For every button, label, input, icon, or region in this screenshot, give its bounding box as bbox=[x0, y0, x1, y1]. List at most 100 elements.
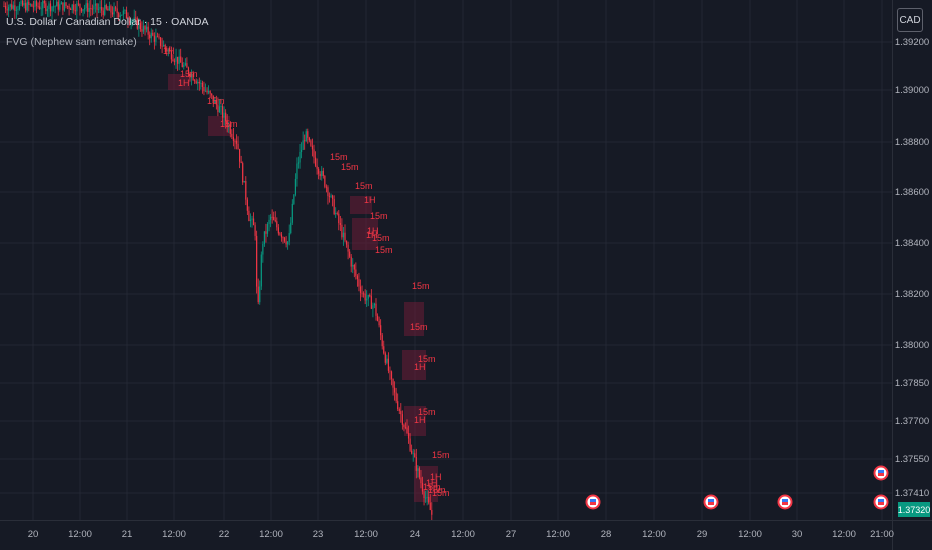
candle-body bbox=[56, 1, 58, 7]
candle-body bbox=[42, 0, 44, 9]
candle-body bbox=[166, 48, 168, 52]
time-tick-label: 24 bbox=[410, 529, 421, 540]
candle-body bbox=[169, 50, 171, 51]
candle-body bbox=[418, 468, 420, 478]
candle-body bbox=[239, 148, 241, 162]
candle-body bbox=[251, 218, 253, 220]
candle-body bbox=[297, 162, 300, 164]
candle-body bbox=[352, 265, 354, 267]
candle-body bbox=[355, 269, 357, 276]
candle-body bbox=[386, 358, 388, 363]
candle-body bbox=[397, 401, 399, 409]
candle-body bbox=[84, 7, 86, 10]
price-tick-label: 1.38200 bbox=[895, 289, 929, 300]
candle-body bbox=[115, 7, 117, 9]
candle-body bbox=[12, 5, 14, 9]
candle-body bbox=[345, 240, 348, 245]
candle-body bbox=[220, 106, 222, 107]
candle-body bbox=[363, 293, 365, 295]
candle-body bbox=[350, 256, 352, 267]
fvg-label: 15m bbox=[375, 245, 393, 255]
candle-body bbox=[266, 223, 269, 234]
flag-event-icon bbox=[703, 494, 719, 510]
candle-body bbox=[313, 149, 315, 158]
candle-body bbox=[333, 199, 335, 215]
candle-body bbox=[158, 36, 160, 38]
candle-body bbox=[291, 203, 293, 223]
flag-event-canton bbox=[590, 499, 596, 502]
candle-body bbox=[111, 12, 114, 15]
candle-body bbox=[32, 6, 35, 8]
fvg-box bbox=[352, 218, 378, 250]
price-tick-label: 1.39200 bbox=[895, 37, 929, 48]
candle-body bbox=[28, 1, 30, 5]
fvg-label: 15m bbox=[180, 69, 198, 79]
candle-body bbox=[54, 6, 56, 8]
time-tick-label: 12:00 bbox=[642, 529, 666, 540]
fvg-label: 1H bbox=[430, 472, 442, 482]
candle-body bbox=[366, 298, 368, 301]
candle-body bbox=[415, 457, 417, 471]
candle-body bbox=[116, 8, 118, 14]
fvg-box bbox=[350, 196, 372, 214]
candle-body bbox=[283, 237, 286, 242]
candle-body bbox=[17, 9, 19, 11]
candle-body bbox=[40, 8, 42, 10]
candle-body bbox=[60, 2, 62, 5]
candle-body bbox=[249, 219, 252, 221]
candle-body bbox=[310, 140, 312, 146]
fvg-label: 1H bbox=[414, 415, 426, 425]
fvg-label: 15m bbox=[412, 281, 430, 291]
candle-body bbox=[214, 99, 216, 103]
chart-legend: U.S. Dollar / Canadian Dollar · 15 · OAN… bbox=[6, 12, 209, 52]
fvg-box bbox=[404, 406, 426, 436]
candle-body bbox=[211, 93, 213, 96]
candle-body bbox=[316, 165, 318, 169]
candle-body bbox=[311, 145, 314, 150]
candle-body bbox=[367, 295, 369, 299]
candle-body bbox=[421, 483, 424, 492]
fvg-label: 15m bbox=[428, 485, 446, 495]
candle-body bbox=[105, 5, 107, 9]
candle-body bbox=[45, 3, 47, 12]
candle-body bbox=[147, 26, 149, 35]
candle-body bbox=[155, 36, 157, 42]
candle-body bbox=[190, 73, 193, 78]
candle-body bbox=[90, 8, 92, 9]
candle-body bbox=[209, 91, 211, 94]
candle-body bbox=[423, 491, 425, 499]
candle-body bbox=[243, 181, 245, 183]
fvg-label: 15m bbox=[418, 407, 436, 417]
candle-body bbox=[135, 17, 137, 19]
flag-event-icon bbox=[777, 494, 793, 510]
fvg-label: 15m bbox=[423, 482, 441, 492]
price-tick-label: 1.37550 bbox=[895, 454, 929, 465]
candle-body bbox=[308, 137, 310, 141]
candle-body bbox=[270, 216, 272, 220]
candle-body bbox=[392, 378, 394, 388]
candle-body bbox=[332, 195, 334, 200]
candle-body bbox=[217, 104, 219, 113]
flag-event-canton bbox=[782, 499, 788, 502]
candle-body bbox=[259, 286, 261, 303]
candle-body bbox=[104, 5, 106, 15]
candle-body bbox=[141, 29, 143, 32]
candle-body bbox=[68, 6, 70, 9]
candle-body bbox=[398, 408, 400, 412]
candle-body bbox=[149, 34, 151, 39]
time-tick-label: 12:00 bbox=[546, 529, 570, 540]
candle-body bbox=[195, 81, 197, 84]
candle-body bbox=[156, 36, 159, 38]
fvg-label: 1H bbox=[364, 195, 376, 205]
symbol-title[interactable]: U.S. Dollar / Canadian Dollar · 15 · OAN… bbox=[6, 16, 209, 28]
fvg-box bbox=[402, 350, 426, 380]
candle-body bbox=[25, 3, 27, 11]
candle-body bbox=[390, 371, 393, 379]
candle-body bbox=[74, 10, 76, 12]
candle-body bbox=[248, 210, 250, 221]
candle-body bbox=[26, 1, 28, 11]
currency-button[interactable]: CAD bbox=[897, 8, 923, 32]
indicator-title[interactable]: FVG (Nephew sam remake) bbox=[6, 36, 137, 48]
candle-body bbox=[124, 9, 126, 11]
